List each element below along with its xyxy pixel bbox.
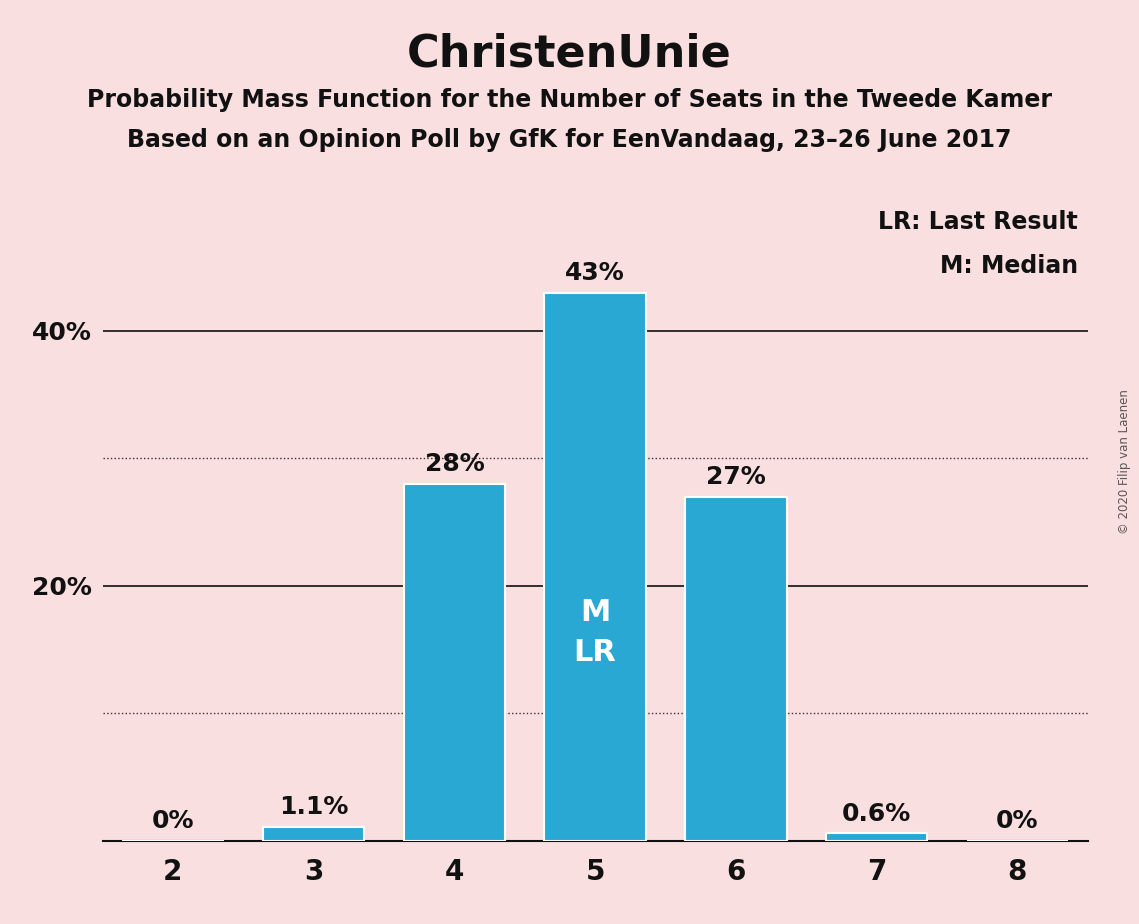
Bar: [403, 484, 505, 841]
Text: 0%: 0%: [151, 809, 194, 833]
Text: 1.1%: 1.1%: [279, 796, 349, 820]
Text: LR: Last Result: LR: Last Result: [878, 210, 1077, 234]
Text: M
LR: M LR: [574, 598, 616, 667]
Text: 27%: 27%: [706, 465, 765, 489]
Text: Probability Mass Function for the Number of Seats in the Tweede Kamer: Probability Mass Function for the Number…: [87, 88, 1052, 112]
Text: 28%: 28%: [425, 452, 484, 476]
Bar: [826, 833, 927, 841]
Text: 0%: 0%: [997, 809, 1039, 833]
Text: M: Median: M: Median: [940, 254, 1077, 278]
Text: 43%: 43%: [565, 261, 625, 285]
Bar: [544, 293, 646, 841]
Text: 0.6%: 0.6%: [842, 801, 911, 825]
Text: ChristenUnie: ChristenUnie: [407, 32, 732, 76]
Text: Based on an Opinion Poll by GfK for EenVandaag, 23–26 June 2017: Based on an Opinion Poll by GfK for EenV…: [128, 128, 1011, 152]
Bar: [263, 827, 364, 841]
Bar: [686, 496, 787, 841]
Text: © 2020 Filip van Laenen: © 2020 Filip van Laenen: [1118, 390, 1131, 534]
